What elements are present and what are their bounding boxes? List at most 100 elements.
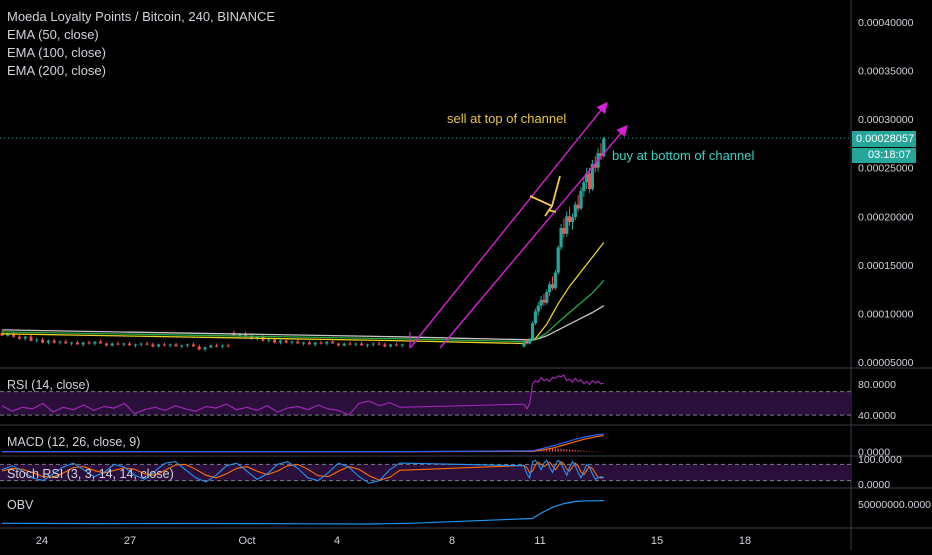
history-candle-body: [104, 343, 108, 346]
rsi-tick-label: 80.0000: [858, 379, 896, 391]
history-candle-body: [75, 342, 79, 345]
history-candle-body: [389, 344, 393, 347]
candle-body: [562, 227, 566, 234]
history-candle-body: [209, 345, 213, 348]
candle-body: [573, 204, 577, 218]
history-candle-body: [46, 340, 50, 343]
ema-50-line: [1, 242, 605, 345]
price-tick-label: 0.00020000: [858, 211, 914, 223]
history-candle-body: [238, 333, 242, 336]
price-tick-label: 0.00035000: [858, 66, 914, 78]
history-candle-body: [273, 339, 277, 343]
history-candle-body: [365, 344, 369, 346]
history-candle-body: [12, 333, 16, 337]
price-tick-label: 0.00025000: [858, 163, 914, 175]
history-candle-body: [325, 341, 329, 344]
history-candle-body: [41, 339, 45, 343]
history-candle-body: [58, 341, 62, 343]
history-candle-body: [331, 341, 335, 344]
history-candle-body: [203, 347, 207, 350]
history-candle-body: [151, 344, 155, 347]
history-candle-body: [128, 343, 132, 346]
history-candle-body: [174, 344, 178, 347]
history-candle-body: [215, 345, 219, 347]
stoch-rsi-pane: 100.0000 0.0000: [0, 454, 902, 491]
history-candle-body: [110, 343, 114, 346]
ema-200-line: [1, 305, 605, 341]
candle-body: [590, 163, 594, 190]
time-tick-label: 27: [124, 535, 136, 547]
candle-body: [542, 299, 546, 303]
history-candle-body: [17, 336, 21, 339]
history-candle-body: [87, 342, 91, 344]
last-price-badge: 0.00028057: [852, 131, 916, 147]
history-candle-body: [371, 343, 375, 345]
price-tick-label: 0.00010000: [858, 308, 914, 320]
history-candle-body: [354, 343, 358, 345]
ema-200-legend: EMA (200, close): [7, 63, 106, 78]
history-candle-body: [336, 343, 340, 346]
candle-body: [536, 305, 540, 312]
history-candle-body: [6, 333, 10, 336]
chart-title: Moeda Loyalty Points / Bitcoin, 240, BIN…: [7, 9, 276, 24]
candle-body: [587, 173, 592, 190]
price-tick-label: 0.00030000: [858, 114, 914, 126]
history-candle-body: [168, 344, 172, 346]
candle-body: [553, 272, 557, 289]
time-tick-label: 18: [739, 535, 751, 547]
history-candle-body: [313, 342, 317, 345]
candle-body: [582, 182, 586, 192]
history-candle-body: [145, 343, 149, 345]
history-candle-body: [70, 342, 74, 344]
history-candle-body: [180, 345, 184, 347]
rsi-tick-label: 40.0000: [858, 410, 896, 422]
candle-body: [599, 153, 603, 157]
history-candle-body: [186, 344, 190, 346]
candle-body: [576, 204, 580, 209]
history-candle-body: [64, 341, 68, 344]
buy-annotation[interactable]: buy at bottom of channel: [612, 148, 755, 163]
price-tick-label: 0.00005000: [858, 357, 914, 369]
history-candle-body: [284, 340, 288, 343]
candle-body: [525, 342, 529, 344]
history-candle-body: [400, 344, 404, 346]
history-candle-body: [226, 345, 230, 347]
candle-body: [593, 163, 597, 168]
history-candle-body: [52, 340, 56, 343]
time-tick-label: 24: [36, 535, 48, 547]
history-candle-body: [267, 339, 271, 341]
candle-body: [548, 284, 552, 293]
history-candle-body: [29, 336, 33, 341]
candle-body: [556, 247, 560, 273]
history-candle-body: [220, 345, 224, 347]
candle-body: [545, 292, 549, 303]
candle-body: [539, 299, 543, 306]
candle-body: [568, 216, 572, 223]
time-tick-label: 4: [334, 535, 340, 547]
history-candle-body: [93, 341, 97, 344]
time-tick-label: 15: [651, 535, 663, 547]
history-candle-body: [122, 343, 126, 345]
candle-body: [522, 342, 526, 347]
history-candle-body: [296, 341, 300, 344]
candle-body: [533, 311, 537, 324]
ema-100-line: [1, 279, 605, 343]
stoch-tick-label: 0.0000: [858, 479, 890, 491]
sell-annotation[interactable]: sell at top of channel: [447, 111, 567, 126]
flag-arrow-drawing: [529, 175, 561, 217]
candle-body: [585, 173, 589, 183]
price-pane: 0.00040000 0.00035000 0.00030000 0.00025000…: [0, 17, 914, 369]
obv-tick-label: 50000000.0000: [858, 499, 931, 511]
rsi-pane: 80.0000 40.0000: [0, 374, 896, 422]
candle-body: [530, 323, 535, 340]
history-candle-body: [278, 340, 282, 343]
history-candle-body: [342, 343, 346, 346]
history-candle-body: [394, 344, 398, 346]
candle-body: [528, 339, 532, 344]
channel-bottom-line: [439, 124, 628, 349]
time-tick-label: Oct: [238, 535, 255, 547]
history-candle-body: [383, 344, 387, 347]
